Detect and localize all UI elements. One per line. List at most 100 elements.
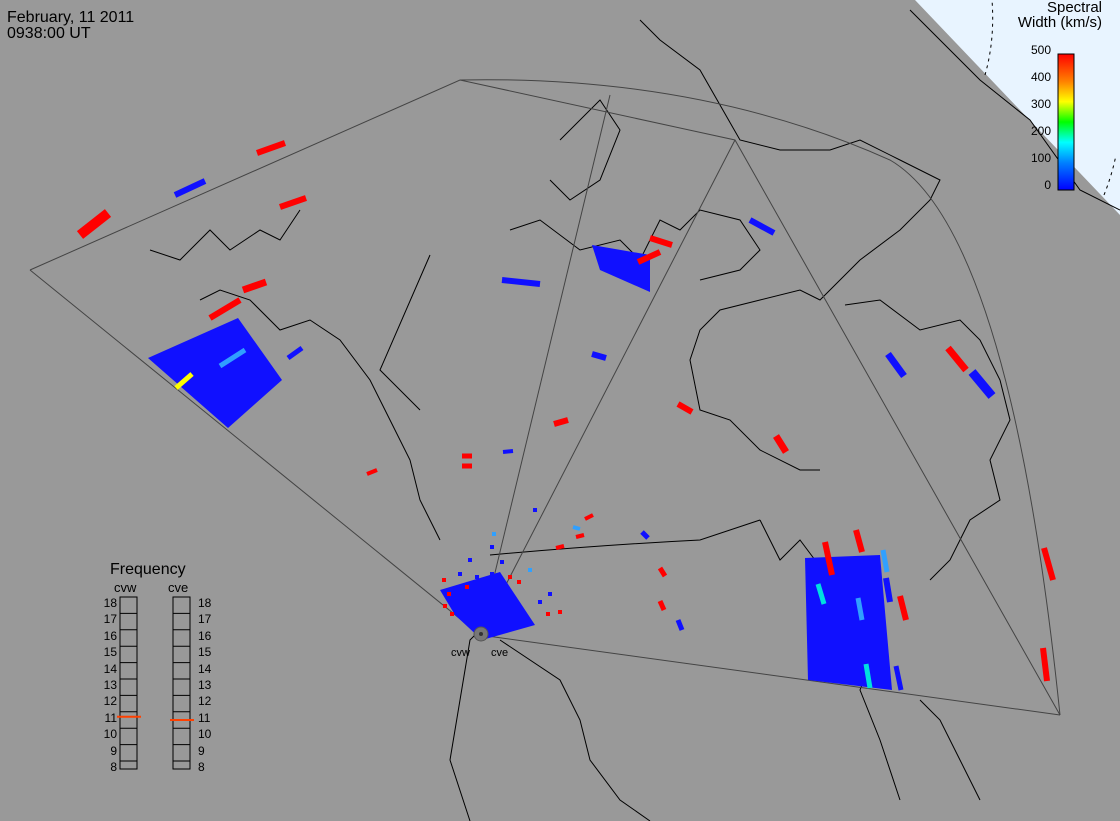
echo-cell (458, 572, 462, 576)
echo-cell (533, 508, 537, 512)
echo-cell (584, 513, 594, 521)
frequency-tick-left: 12 (103, 694, 117, 709)
echo-cell (208, 297, 242, 321)
frequency-gauges (117, 596, 194, 770)
echo-cell (490, 545, 494, 549)
echo-cell (863, 663, 873, 689)
colorbar-title: Spectral Width (km/s) (990, 0, 1102, 30)
echo-cell (822, 541, 835, 576)
echo-cell (657, 599, 667, 612)
echo-cell (490, 572, 494, 576)
frequency-tick-right: 10 (198, 727, 212, 742)
echo-cell (174, 372, 194, 390)
echo-cell (883, 577, 893, 603)
echo-cell (815, 583, 827, 605)
colorbar-tick: 300 (1030, 97, 1051, 111)
echo-cell (893, 665, 904, 691)
date-text: February, 11 2011 (7, 9, 135, 26)
echo-cell (649, 235, 673, 248)
echo-cell (442, 578, 446, 582)
time-text: 0938:00 UT (7, 25, 91, 42)
echo-cell (218, 347, 247, 369)
frequency-tick-right: 14 (198, 661, 212, 676)
colorbar-tick: 0 (1044, 178, 1051, 192)
echo-cell (241, 278, 268, 294)
echo-cell (968, 369, 996, 399)
echo-patch (592, 245, 650, 292)
frequency-tick-right: 13 (198, 678, 212, 692)
site-label-cvw: cvw (451, 647, 470, 659)
echo-cell (853, 529, 865, 553)
echo-cell (555, 544, 565, 550)
scatter-echoes (76, 140, 1056, 691)
echo-cell (657, 566, 668, 578)
echo-cell (675, 619, 685, 631)
echo-cell (279, 195, 307, 210)
colorbar (1057, 53, 1075, 191)
echo-cell (1041, 547, 1056, 581)
echo-cell (366, 468, 378, 476)
colorbar-title-line2: Width (km/s) (1017, 14, 1102, 31)
echo-cell (465, 585, 469, 589)
frequency-tick-left: 11 (104, 710, 117, 725)
echo-cell (558, 610, 562, 614)
field-of-view (29, 79, 1061, 716)
echo-cell (76, 209, 112, 239)
frequency-tick-left: 14 (103, 661, 117, 676)
site-label-cve: cve (491, 647, 509, 659)
echo-cell (538, 600, 542, 604)
colorbar-tick: 400 (1030, 70, 1051, 84)
echo-cell (500, 560, 504, 564)
echo-cell (528, 568, 532, 572)
frequency-tick-right: 11 (198, 710, 211, 725)
echo-cell (255, 140, 287, 156)
frequency-tick-left: 15 (103, 645, 117, 660)
echo-cell (945, 345, 969, 373)
echo-cell (640, 530, 650, 540)
echo-patch (148, 318, 282, 428)
frequency-tick-right: 15 (198, 645, 212, 660)
echo-cell (546, 612, 550, 616)
echo-cell (855, 597, 865, 621)
echo-patch (805, 555, 892, 690)
echo-cell (885, 351, 907, 379)
echo-cell (517, 580, 521, 584)
echo-cell (553, 417, 569, 427)
echo-cell (880, 549, 890, 573)
echo-cell (501, 277, 541, 287)
frequency-title: Frequency (110, 561, 186, 578)
coastlines (149, 9, 1120, 821)
radar-name-cvw: cvw (114, 580, 137, 595)
echo-cell (502, 449, 514, 454)
echo-patch (440, 572, 535, 640)
echo-cell (173, 178, 207, 198)
echo-cell (447, 592, 451, 596)
echo-cell (1040, 647, 1050, 682)
frequency-tick-right: 16 (198, 628, 212, 643)
frequency-tick-left: 10 (103, 727, 117, 742)
echo-cell (773, 434, 789, 454)
frequency-tick-left: 9 (110, 743, 117, 758)
echo-cell (468, 558, 472, 562)
frequency-tick-right: 17 (198, 612, 212, 627)
echo-cell (286, 345, 304, 361)
frequency-tick-right: 18 (198, 596, 212, 610)
echo-cell (572, 525, 581, 531)
frequency-tick-left: 13 (103, 678, 117, 692)
echo-cell (897, 595, 909, 621)
echo-cell (508, 575, 512, 579)
radar-name-cve: cve (168, 580, 189, 595)
echo-cell (443, 604, 447, 608)
echo-cell (636, 249, 662, 265)
echo-cell (591, 351, 607, 361)
colorbar-tick: 100 (1030, 151, 1051, 165)
echo-cell (575, 533, 585, 539)
echo-cell (450, 612, 454, 616)
echo-cell (548, 592, 552, 596)
echo-cell (748, 217, 776, 236)
frequency-tick-right: 9 (198, 743, 205, 758)
frequency-tick-right: 8 (198, 760, 205, 774)
colorbar-title-line1: Spectral (1046, 0, 1102, 16)
